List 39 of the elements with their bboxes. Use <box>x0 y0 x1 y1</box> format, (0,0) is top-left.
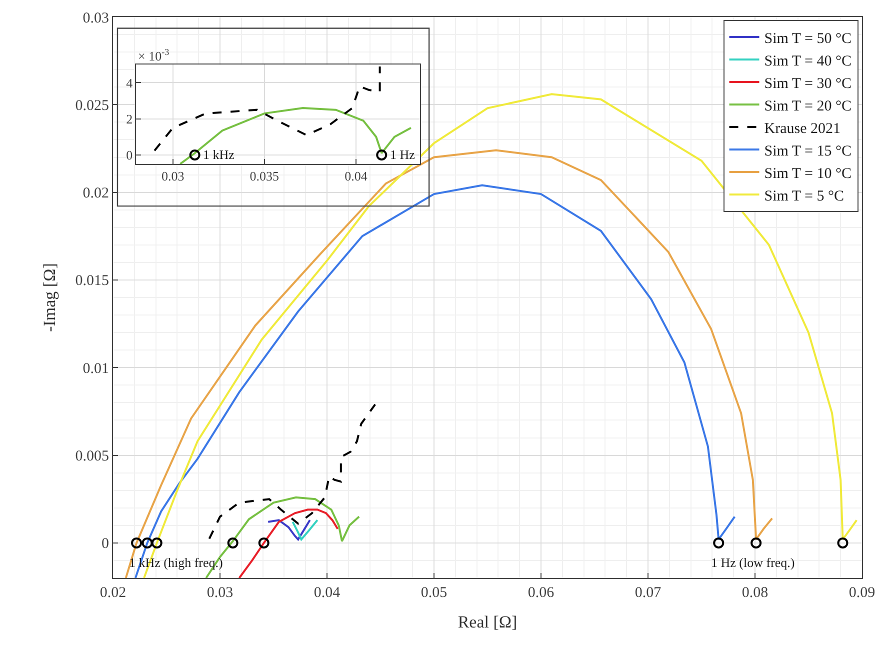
x-tick-label: 0.04 <box>344 168 368 184</box>
y-tick-label: 0.015 <box>75 273 109 290</box>
annotation: 1 Hz <box>390 147 416 162</box>
legend-label: Krause 2021 <box>764 120 840 137</box>
x-tick-label: 0.03 <box>161 168 184 184</box>
y-tick-label: 0.02 <box>82 186 109 202</box>
legend-label: Sim T = 5 °C <box>764 188 844 204</box>
legend-label: Sim T = 40 °C <box>764 53 852 70</box>
y-tick-label: 0 <box>126 148 133 163</box>
annotation: 1 kHz <box>203 147 235 162</box>
line-series <box>267 519 311 540</box>
legend-label: Sim T = 50 °C <box>764 30 852 47</box>
x-tick-label: 0.07 <box>634 585 662 601</box>
x-tick-label: 0.06 <box>528 585 555 601</box>
y-tick-label: 0 <box>102 536 109 552</box>
y-tick-label: 2 <box>126 111 133 126</box>
y-tick-label: 0.025 <box>75 98 109 114</box>
line-series <box>238 508 339 578</box>
y-axis-title: -Imag [Ω] <box>40 263 59 332</box>
y-tick-label: 0.03 <box>82 10 109 26</box>
line-series <box>154 65 381 152</box>
annotation: × 10$^{-3}$ <box>138 47 170 64</box>
legend-label: Sim T = 10 °C <box>764 166 852 182</box>
x-tick-label: 0.04 <box>314 585 341 601</box>
x-tick-label: 0.09 <box>848 585 876 601</box>
y-tick-label: 4 <box>126 75 134 90</box>
legend-label: Sim T = 30 °C <box>764 76 852 92</box>
y-tick-label: 0.005 <box>75 448 109 465</box>
x-tick-label: 0.08 <box>742 585 768 601</box>
legend-label: Sim T = 15 °C <box>764 143 852 160</box>
line-series <box>208 403 376 540</box>
annotation: 1 Hz (low freq.) <box>711 555 795 570</box>
x-axis-title: Real [Ω] <box>458 612 518 632</box>
x-tick-label: 0.03 <box>206 585 234 601</box>
line-series <box>292 519 318 540</box>
y-tick-label: 0.01 <box>82 360 109 377</box>
x-tick-label: 0.035 <box>250 168 280 184</box>
x-tick-label: 0.05 <box>420 585 448 601</box>
legend-label: Sim T = 20 °C <box>764 98 852 114</box>
